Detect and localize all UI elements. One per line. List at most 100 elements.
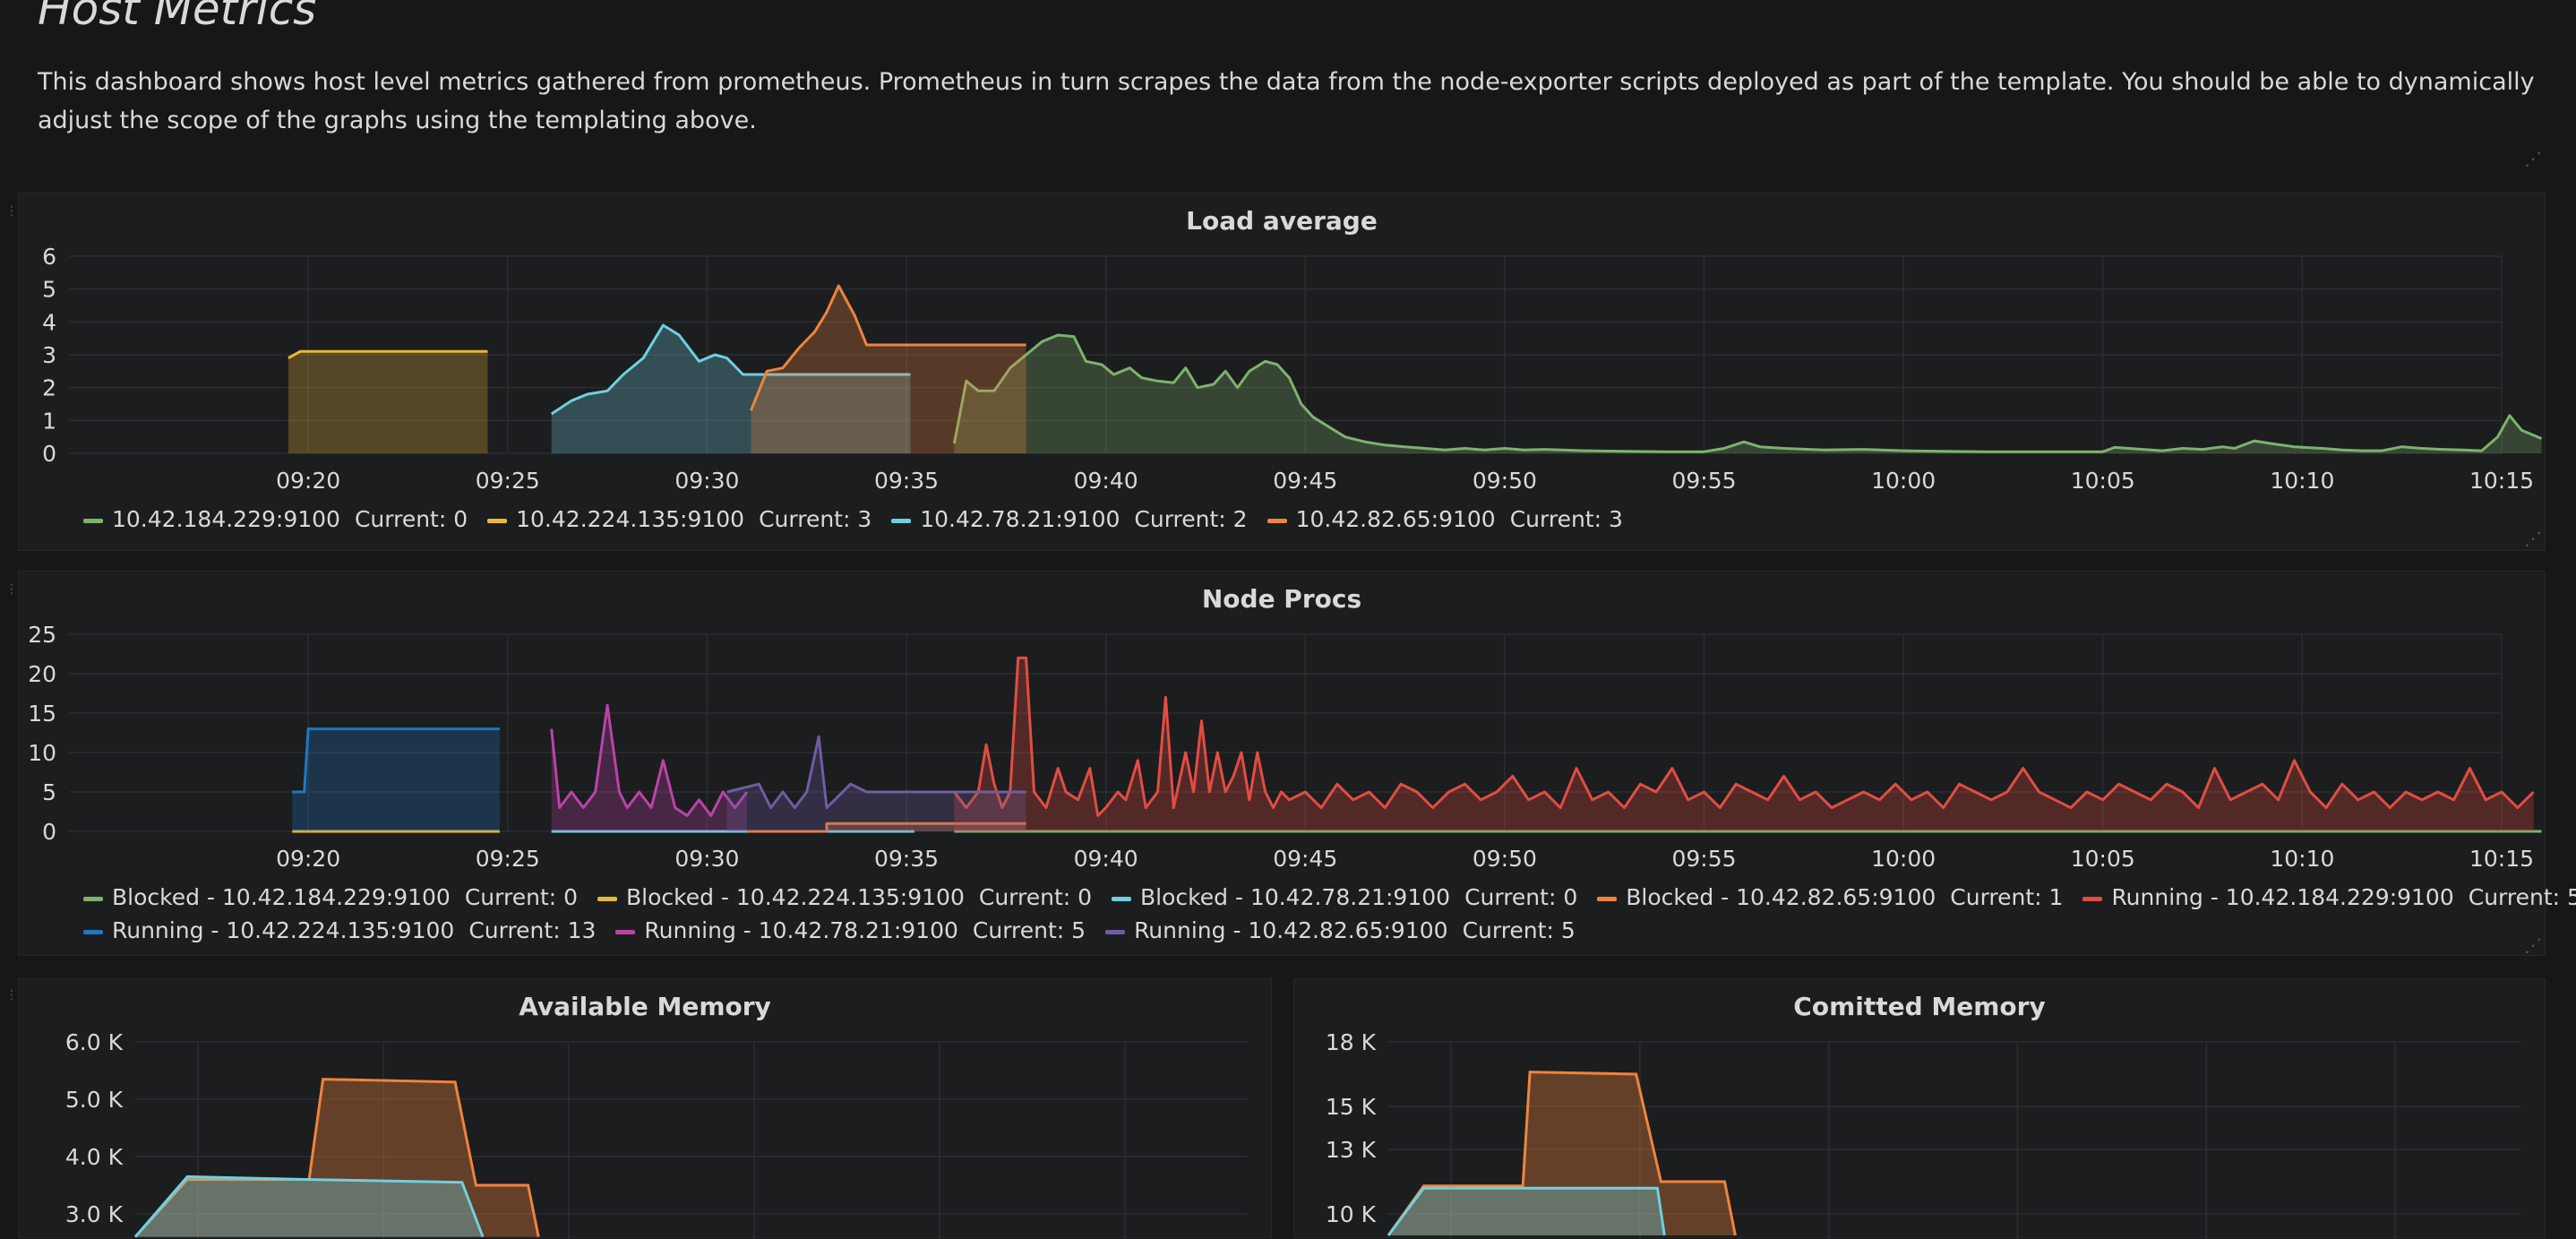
- legend-item[interactable]: 10.42.82.65:9100 Current: 3: [1267, 503, 1623, 536]
- y-tick-label: 0: [42, 819, 56, 845]
- x-tick-label: 09:55: [1671, 468, 1736, 494]
- y-tick-label: 20: [28, 661, 56, 687]
- x-tick-label: 10:00: [1871, 468, 1936, 494]
- node-procs-chart: 0 5 10 15 20 25 09:20 09:25 09:30 09:35 09:40 09:45…: [28, 622, 2542, 872]
- series-area-1: [288, 351, 488, 453]
- resize-grip-icon[interactable]: ⋰: [2524, 148, 2542, 169]
- series-area-3: [751, 286, 1026, 453]
- x-tick-label: 10:15: [2469, 468, 2534, 494]
- legend-item[interactable]: Running - 10.42.82.65:9100 Current: 5: [1105, 914, 1576, 947]
- legend-series-name: Blocked - 10.42.224.135:9100: [626, 884, 965, 910]
- legend-swatch: [83, 896, 103, 901]
- resize-grip-icon[interactable]: ⋰: [2524, 934, 2542, 956]
- legend-row: 10.42.184.229:9100 Current: 0 10.42.224.13…: [83, 503, 1643, 536]
- legend-current-value: Current: 2: [1134, 506, 1248, 532]
- legend-current-value: Current: 3: [759, 506, 872, 532]
- drag-handle-icon[interactable]: ⋮: [5, 204, 18, 219]
- legend-series-name: Running - 10.42.78.21:9100: [644, 917, 958, 943]
- legend-current-value: Current: 5: [972, 917, 1086, 943]
- y-tick-label: 4.0 K: [65, 1144, 124, 1170]
- x-tick-label: 09:35: [874, 846, 939, 872]
- legend-item[interactable]: Running - 10.42.224.135:9100 Current: 13: [83, 914, 596, 947]
- y-tick-label: 5: [42, 277, 56, 303]
- x-tick-label: 09:20: [276, 846, 340, 872]
- panel-title: Load average: [1186, 206, 1378, 236]
- x-tick-label: 10:05: [2071, 468, 2135, 494]
- y-tick-label: 25: [28, 622, 56, 648]
- legend-item[interactable]: 10.42.224.135:9100 Current: 3: [487, 503, 872, 536]
- legend-swatch: [597, 896, 618, 901]
- series-line-1: [288, 349, 488, 360]
- y-tick-label: 0: [42, 441, 56, 467]
- legend-current-value: Current: 0: [464, 884, 579, 910]
- x-tick-label: 10:10: [2270, 468, 2334, 494]
- legend-series-name: Running - 10.42.82.65:9100: [1134, 917, 1448, 943]
- legend-item[interactable]: 10.42.184.229:9100 Current: 0: [83, 503, 468, 536]
- series-line-1: [1387, 1186, 1666, 1236]
- legend-item[interactable]: 10.42.78.21:9100 Current: 2: [891, 503, 1248, 536]
- legend-swatch: [487, 518, 508, 523]
- series-line-0: [952, 333, 2543, 453]
- y-tick-label: 1: [42, 408, 56, 434]
- y-tick-label: 5: [42, 779, 56, 805]
- y-tick-label: 6.0 K: [65, 1029, 124, 1055]
- x-tick-label: 09:45: [1273, 846, 1337, 872]
- x-tick-label: 10:00: [1871, 846, 1936, 872]
- x-tick-label: 09:55: [1671, 846, 1736, 872]
- legend-item[interactable]: Blocked - 10.42.78.21:9100 Current: 0: [1112, 881, 1577, 914]
- legend-series-name: Running - 10.42.224.135:9100: [112, 917, 455, 943]
- legend-current-value: Current: 3: [1509, 506, 1623, 532]
- y-tick-label: 4: [42, 309, 56, 335]
- resize-grip-icon[interactable]: ⋰: [2524, 528, 2542, 549]
- legend-series-name: Running - 10.42.184.229:9100: [2111, 884, 2454, 910]
- comitted-memory-chart: 10 K 13 K 15 K 18 K: [1326, 1029, 2521, 1239]
- legend-current-value: Current: 1: [1950, 884, 2064, 910]
- series-area-2: [551, 325, 911, 453]
- legend-series-name: Blocked - 10.42.184.229:9100: [112, 884, 451, 910]
- legend-current-value: Current: 0: [978, 884, 1093, 910]
- legend-swatch: [891, 518, 912, 523]
- series-line-4: [953, 656, 2535, 817]
- legend-swatch: [1267, 518, 1287, 523]
- legend-swatch: [83, 518, 103, 523]
- x-tick-label: 09:50: [1473, 846, 1537, 872]
- legend-item[interactable]: Blocked - 10.42.184.229:9100 Current: 0: [83, 881, 578, 914]
- legend-current-value: Current: 0: [354, 506, 468, 532]
- series-line-2: [550, 323, 911, 416]
- legend-swatch: [1105, 929, 1126, 934]
- y-tick-label: 13 K: [1326, 1137, 1377, 1163]
- legend-swatch: [1597, 896, 1618, 901]
- y-tick-label: 10: [28, 740, 56, 766]
- series-area-6: [551, 705, 747, 831]
- drag-handle-icon[interactable]: ⋮: [5, 988, 18, 1002]
- legend-item[interactable]: Blocked - 10.42.224.135:9100 Current: 0: [597, 881, 1092, 914]
- legend-swatch: [1112, 896, 1132, 901]
- legend-item[interactable]: Running - 10.42.78.21:9100 Current: 5: [615, 914, 1086, 947]
- legend-series-name: 10.42.184.229:9100: [112, 506, 340, 532]
- series-area-1: [1388, 1188, 1665, 1235]
- legend-swatch: [83, 929, 103, 934]
- x-tick-label: 09:25: [476, 846, 540, 872]
- panel-node-procs: Node Procs 0 5 10 15 20 25 09:20 09:25 09:30 09:3…: [18, 571, 2576, 956]
- legend-item[interactable]: Blocked - 10.42.82.65:9100 Current: 1: [1597, 881, 2063, 914]
- x-tick-label: 09:40: [1074, 468, 1138, 494]
- series-line-0: [1387, 1071, 1737, 1236]
- available-memory-chart: 3.0 K 4.0 K 5.0 K 6.0 K: [65, 1029, 1248, 1239]
- legend-item[interactable]: Running - 10.42.184.229:9100 Current: 5: [2082, 881, 2576, 914]
- x-tick-label: 09:25: [476, 468, 540, 494]
- series-area-1: [135, 1176, 484, 1237]
- panel-title: Comitted Memory: [1793, 992, 2046, 1021]
- page-header: Host Metrics: [38, 0, 316, 38]
- x-tick-label: 09:30: [674, 468, 739, 494]
- y-tick-label: 6: [42, 244, 56, 270]
- drag-handle-icon[interactable]: ⋮: [5, 582, 18, 597]
- series-line-0: [133, 1078, 540, 1238]
- legend-row: Blocked - 10.42.184.229:9100 Current: 0 Bl…: [83, 881, 2576, 914]
- series-line-7: [726, 735, 1026, 810]
- chart-legend: Blocked - 10.42.184.229:9100 Current: 0 Bl…: [83, 881, 2576, 947]
- x-tick-label: 09:40: [1074, 846, 1138, 872]
- legend-series-name: 10.42.78.21:9100: [920, 506, 1121, 532]
- x-tick-label: 10:15: [2469, 846, 2534, 872]
- legend-current-value: Current: 0: [1464, 884, 1578, 910]
- legend-current-value: Current: 5: [1462, 917, 1576, 943]
